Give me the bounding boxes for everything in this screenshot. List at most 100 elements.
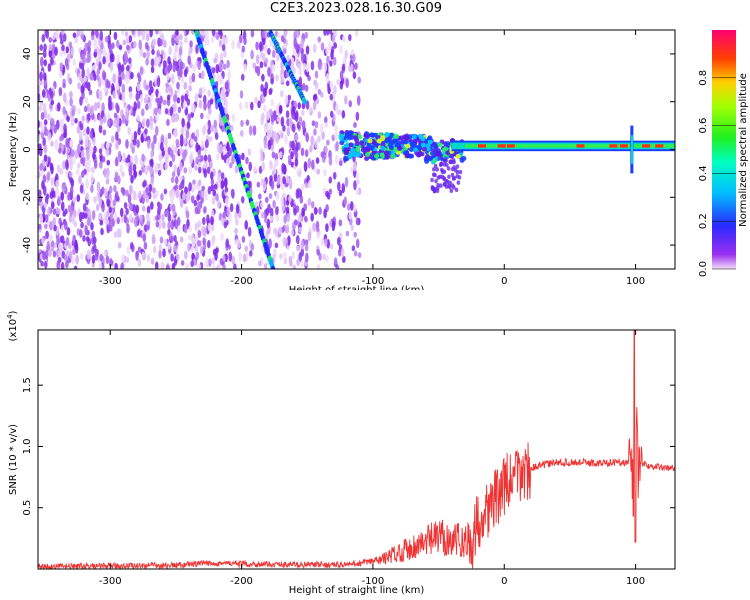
noise-speckle xyxy=(238,251,242,262)
noise-speckle xyxy=(269,215,274,222)
noise-speckle xyxy=(269,38,273,48)
noise-speckle xyxy=(186,120,191,130)
noise-speckle xyxy=(331,220,336,232)
noise-speckle xyxy=(213,119,218,129)
noise-speckle xyxy=(210,124,215,133)
noise-speckle xyxy=(144,128,148,135)
x-tick-label: -200 xyxy=(230,276,253,287)
noise-speckle xyxy=(40,56,44,67)
noise-speckle xyxy=(141,119,146,128)
noise-speckle xyxy=(139,214,143,222)
echo-blob xyxy=(347,154,353,160)
noise-speckle xyxy=(175,142,180,149)
noise-speckle xyxy=(38,232,41,243)
noise-speckle xyxy=(72,58,77,67)
noise-speckle xyxy=(312,100,317,111)
noise-speckle xyxy=(298,226,302,233)
echo-blob xyxy=(411,134,417,140)
noise-speckle xyxy=(55,179,60,189)
noise-speckle xyxy=(271,49,276,59)
noise-speckle xyxy=(112,73,117,84)
echo-blob xyxy=(405,143,411,149)
noise-speckle xyxy=(223,63,227,70)
noise-speckle xyxy=(193,136,198,143)
noise-speckle xyxy=(161,213,165,222)
noise-speckle xyxy=(200,155,204,162)
noise-speckle xyxy=(99,30,103,41)
noise-speckle xyxy=(65,250,70,257)
noise-speckle xyxy=(192,179,196,186)
noise-speckle xyxy=(275,191,280,201)
noise-speckle xyxy=(126,44,130,51)
noise-speckle xyxy=(129,185,133,195)
noise-speckle xyxy=(210,222,215,232)
noise-speckle xyxy=(158,153,162,162)
noise-speckle xyxy=(325,223,329,233)
noise-speckle xyxy=(350,224,355,231)
noise-speckle xyxy=(125,189,129,197)
noise-speckle xyxy=(277,32,281,39)
noise-speckle xyxy=(223,177,228,188)
noise-speckle xyxy=(145,84,149,91)
noise-speckle xyxy=(158,219,162,230)
noise-speckle xyxy=(271,64,276,73)
echo-blob xyxy=(379,152,385,158)
noise-speckle xyxy=(68,250,73,260)
noise-speckle xyxy=(275,205,279,216)
noise-speckle xyxy=(62,181,67,190)
noise-speckle xyxy=(323,116,328,124)
noise-speckle xyxy=(107,113,111,120)
noise-speckle xyxy=(276,176,281,186)
noise-speckle xyxy=(195,44,199,54)
noise-speckle xyxy=(351,245,356,252)
noise-speckle xyxy=(158,203,163,211)
echo-tail xyxy=(447,174,451,179)
noise-speckle xyxy=(146,212,150,221)
colorbar-tick-label: 0.2 xyxy=(698,213,709,229)
noise-speckle xyxy=(317,111,322,119)
noise-speckle xyxy=(261,112,265,120)
noise-speckle xyxy=(76,125,81,134)
noise-speckle xyxy=(93,37,98,45)
echo-blob xyxy=(348,142,354,148)
noise-speckle xyxy=(242,253,247,263)
noise-speckle xyxy=(224,196,229,208)
noise-speckle xyxy=(316,168,320,175)
noise-speckle xyxy=(355,217,360,226)
noise-speckle xyxy=(229,203,234,213)
noise-speckle xyxy=(59,62,64,72)
noise-speckle xyxy=(290,229,295,236)
noise-speckle xyxy=(108,44,113,55)
noise-speckle xyxy=(69,207,74,217)
noise-speckle xyxy=(207,186,212,195)
noise-speckle xyxy=(355,111,360,121)
echo-blob xyxy=(409,141,415,147)
noise-speckle xyxy=(176,226,181,233)
noise-speckle xyxy=(265,207,269,217)
noise-speckle xyxy=(345,230,350,237)
noise-speckle xyxy=(82,128,87,137)
noise-speckle xyxy=(281,162,285,173)
noise-speckle xyxy=(120,186,125,194)
noise-speckle xyxy=(352,162,357,172)
noise-speckle xyxy=(82,235,86,242)
noise-speckle xyxy=(231,113,236,122)
noise-speckle xyxy=(228,251,233,262)
noise-speckle xyxy=(113,31,118,41)
noise-speckle xyxy=(152,38,157,47)
noise-speckle xyxy=(343,196,348,206)
noise-speckle xyxy=(355,172,360,181)
noise-speckle xyxy=(62,82,66,89)
noise-speckle xyxy=(315,157,320,164)
noise-speckle xyxy=(136,100,141,110)
noise-speckle xyxy=(162,220,166,229)
noise-speckle xyxy=(286,55,291,62)
noise-speckle xyxy=(190,260,194,268)
noise-speckle xyxy=(64,57,69,67)
noise-speckle xyxy=(155,220,160,228)
noise-speckle xyxy=(211,67,216,74)
noise-speckle xyxy=(38,264,42,269)
noise-speckle xyxy=(290,56,295,65)
noise-speckle xyxy=(353,122,357,129)
